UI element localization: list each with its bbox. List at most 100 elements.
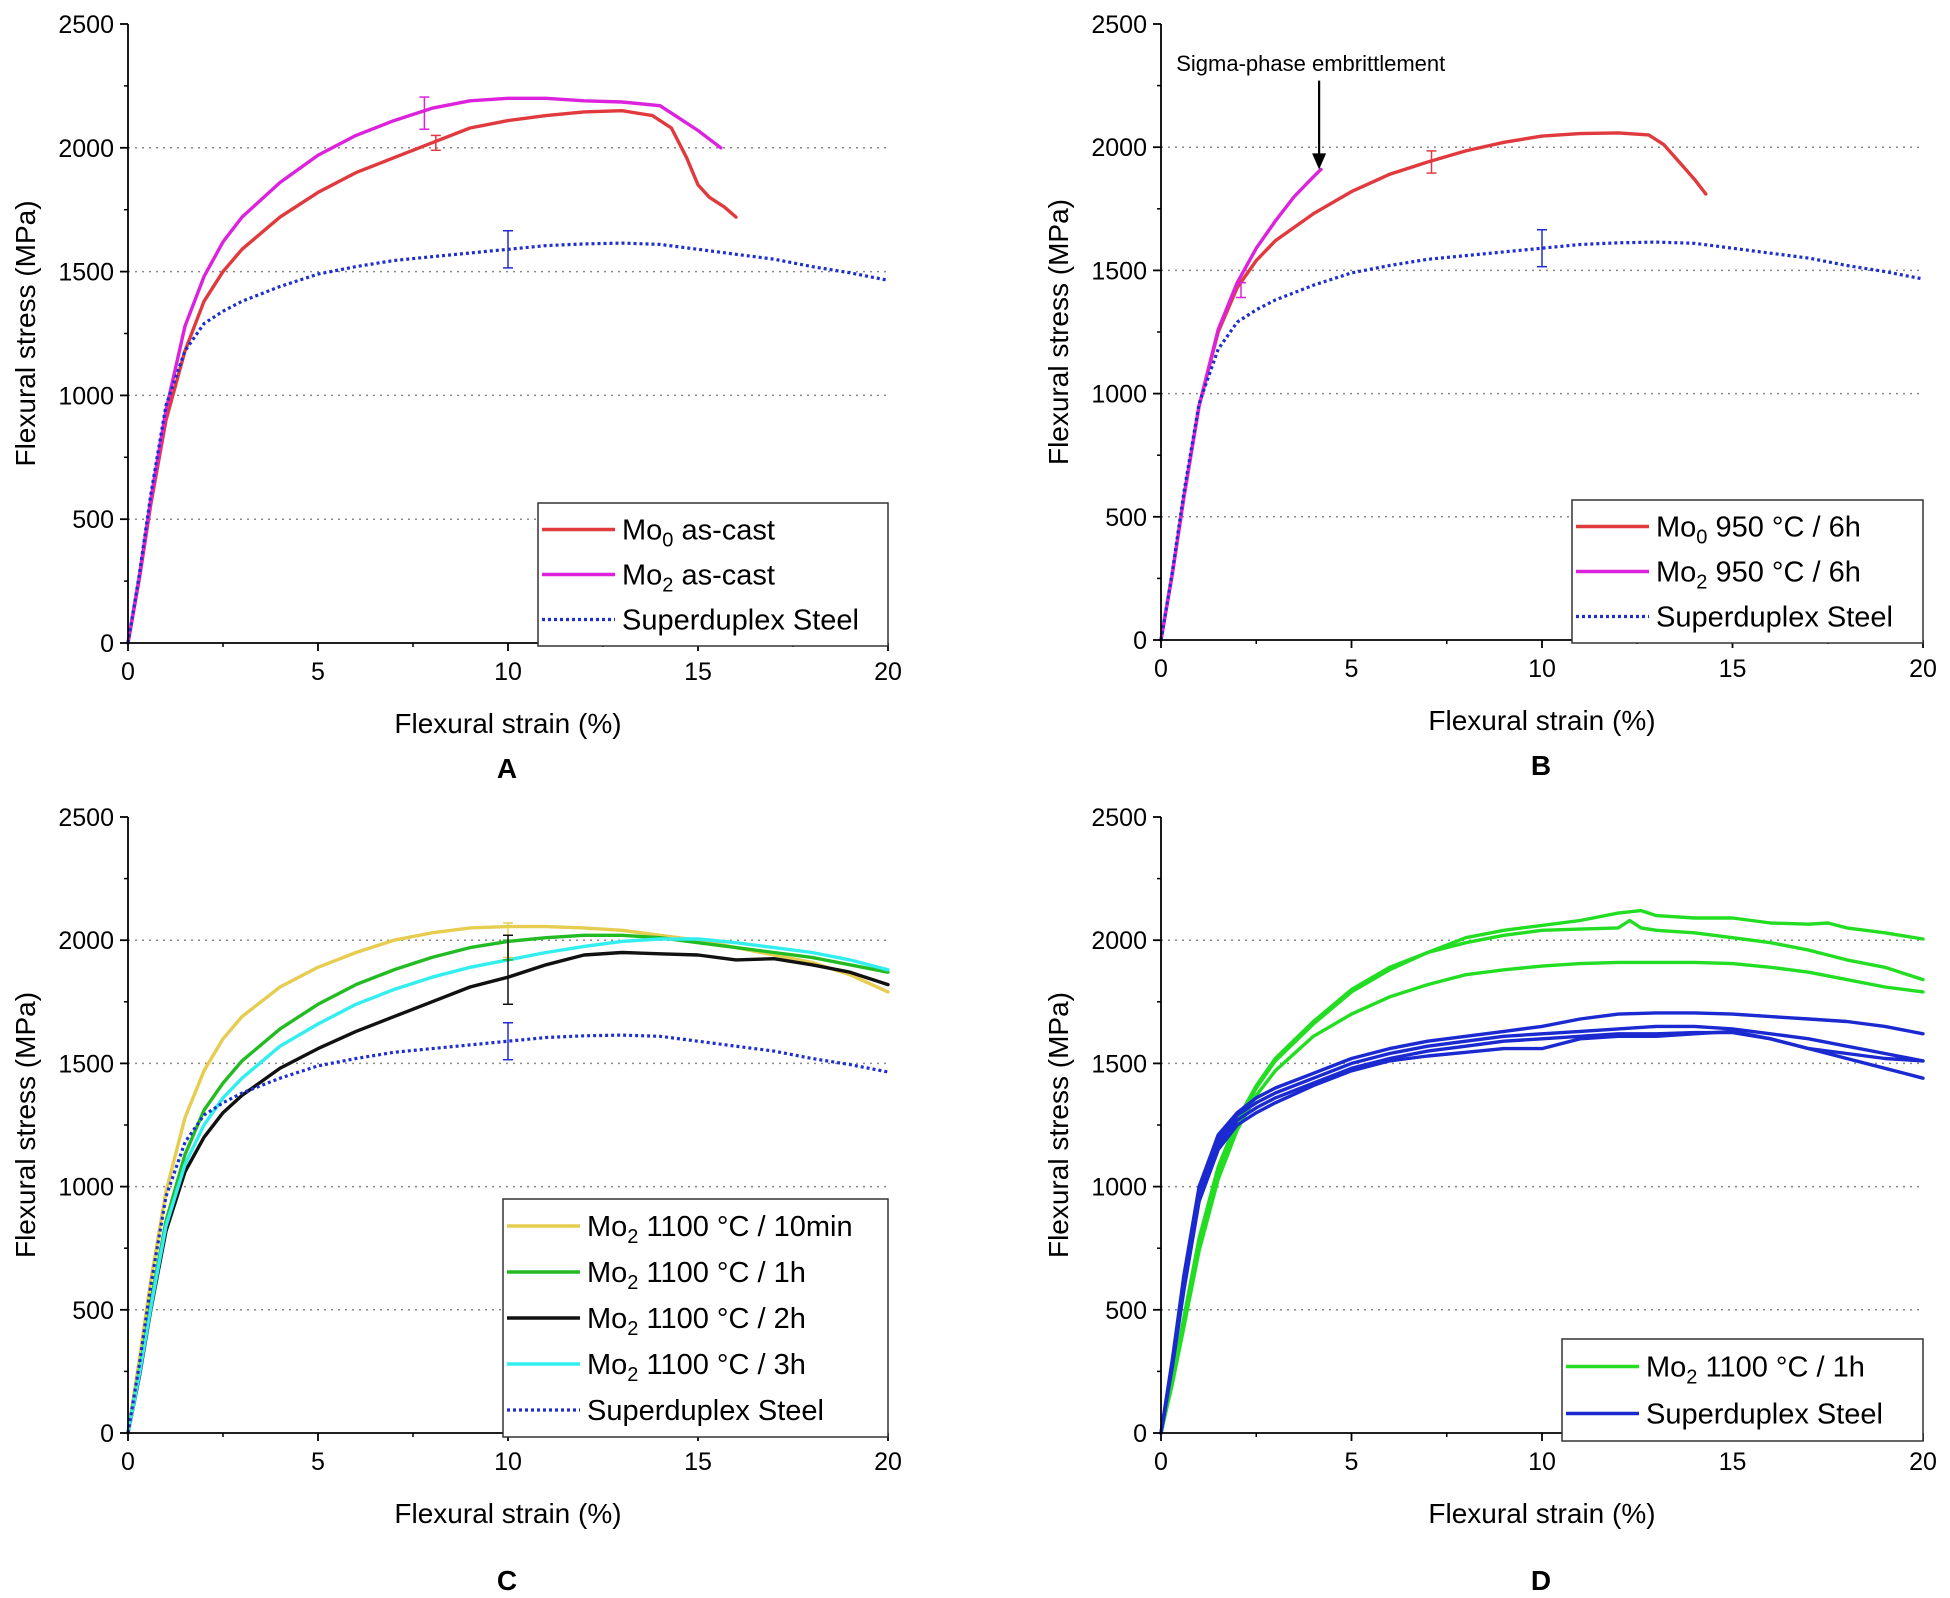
x-tick-label: 5 xyxy=(311,658,325,686)
series-line xyxy=(1159,167,1323,642)
legend-label-rest: 1100 °C / 1h xyxy=(1697,1352,1864,1384)
legend-label-rest: 1100 °C / 3h xyxy=(638,1349,805,1381)
x-tick-label: 10 xyxy=(1528,1448,1556,1476)
x-tick-label: 20 xyxy=(874,658,902,686)
panel-label: A xyxy=(497,753,517,784)
y-axis-title: Flexural stress (MPa) xyxy=(1043,199,1074,465)
x-axis-title: Flexural strain (%) xyxy=(1428,1498,1655,1529)
y-tick-label: 2000 xyxy=(1091,134,1147,162)
y-tick-label: 1000 xyxy=(1091,1174,1147,1202)
legend-label-subscript: 2 xyxy=(627,1272,638,1294)
legend-label-subscript: 2 xyxy=(627,1226,638,1248)
y-tick-label: 1500 xyxy=(58,259,114,287)
x-tick-label: 0 xyxy=(121,1448,135,1476)
legend: Mo2 1100 °C / 1h Superduplex Steel xyxy=(1561,1338,1924,1442)
legend-label-rest: 950 °C / 6h xyxy=(1707,557,1860,589)
series-line xyxy=(126,1033,889,1434)
series-line xyxy=(126,950,890,1435)
legend-label-rest: 1100 °C / 1h xyxy=(638,1257,805,1289)
series-line xyxy=(126,108,738,645)
x-tick-label: 10 xyxy=(494,658,522,686)
error-bar xyxy=(503,1021,513,1061)
series-line xyxy=(1159,908,1925,1435)
x-tick-label: 10 xyxy=(494,1448,522,1476)
x-tick-label: 15 xyxy=(1719,655,1747,683)
y-tick-label: 1000 xyxy=(58,382,114,410)
legend-label: Superduplex Steel xyxy=(1646,1399,1883,1431)
y-tick-label: 2500 xyxy=(58,804,114,832)
x-axis-title: Flexural strain (%) xyxy=(394,1498,621,1529)
y-tick-label: 2000 xyxy=(58,927,114,955)
annotation-text: Sigma-phase embrittlement xyxy=(1176,51,1445,76)
y-tick-label: 2500 xyxy=(58,11,114,39)
legend-label: Mo2 as-cast xyxy=(622,560,775,597)
series-line xyxy=(1159,1024,1925,1435)
x-tick-label: 5 xyxy=(311,1448,325,1476)
panel-label: C xyxy=(497,1565,517,1596)
error-bar xyxy=(503,934,513,1006)
legend-label-rest: as-cast xyxy=(673,515,775,547)
legend-label: Superduplex Steel xyxy=(1656,602,1893,634)
legend-label-main: Mo xyxy=(1646,1352,1686,1384)
legend-label: Mo2 1100 °C / 1h xyxy=(1646,1352,1865,1389)
series-line xyxy=(1159,918,1925,1435)
panel-D: 0 500 1000 1500 2000 2500 0 5 10 15 20 Flexural str… xyxy=(1043,804,1937,1596)
y-tick-label: 2500 xyxy=(1091,11,1147,39)
x-tick-label: 5 xyxy=(1345,655,1359,683)
legend-label: Mo2 1100 °C / 3h xyxy=(587,1349,806,1386)
legend-label-rest: 950 °C / 6h xyxy=(1707,512,1860,544)
legend-label-subscript: 2 xyxy=(1686,1367,1697,1389)
panel-A: 0 500 1000 1500 2000 2500 0 5 10 15 20 Flexural str… xyxy=(10,11,902,784)
error-bar xyxy=(1426,150,1437,174)
y-axis-title: Flexural stress (MPa) xyxy=(10,200,41,466)
y-tick-label: 1000 xyxy=(58,1174,114,1202)
error-bar xyxy=(1537,228,1547,268)
y-tick-label: 500 xyxy=(72,506,114,534)
series-line xyxy=(126,96,723,645)
y-tick-label: 0 xyxy=(100,630,114,658)
legend-label: Mo0 950 °C / 6h xyxy=(1656,512,1861,549)
series-line xyxy=(1159,1011,1925,1435)
legend-label-main: Mo xyxy=(587,1257,627,1289)
legend-label-main: Superduplex Steel xyxy=(1656,602,1893,634)
legend-label-main: Mo xyxy=(622,560,662,592)
x-axis-title: Flexural strain (%) xyxy=(394,708,621,739)
legend-label-rest: as-cast xyxy=(673,560,775,592)
legend-label-main: Superduplex Steel xyxy=(1646,1399,1883,1431)
y-tick-label: 0 xyxy=(1133,1420,1147,1448)
y-tick-label: 0 xyxy=(100,1420,114,1448)
y-tick-label: 1500 xyxy=(58,1050,114,1078)
x-axis-title: Flexural strain (%) xyxy=(1428,705,1655,736)
legend-label-subscript: 2 xyxy=(662,575,673,597)
legend-label-main: Superduplex Steel xyxy=(622,605,859,637)
legend-label-subscript: 0 xyxy=(662,530,673,552)
y-tick-label: 0 xyxy=(1133,627,1147,655)
legend-label-main: Superduplex Steel xyxy=(587,1395,824,1427)
legend-label: Mo2 950 °C / 6h xyxy=(1656,557,1861,594)
y-tick-label: 500 xyxy=(1105,1297,1147,1325)
y-tick-label: 500 xyxy=(1105,504,1147,532)
legend-label: Mo0 as-cast xyxy=(622,515,775,552)
y-tick-label: 1500 xyxy=(1091,257,1147,285)
error-bar xyxy=(419,96,430,130)
series-line xyxy=(126,933,890,1435)
y-axis-title: Flexural stress (MPa) xyxy=(10,992,41,1258)
legend-label-rest: 1100 °C / 2h xyxy=(638,1303,805,1335)
legend-label: Mo2 1100 °C / 10min xyxy=(587,1211,853,1248)
y-tick-label: 1500 xyxy=(1091,1050,1147,1078)
annotation-arrow-head xyxy=(1312,153,1327,170)
legend-label-main: Mo xyxy=(622,515,662,547)
legend-label: Superduplex Steel xyxy=(622,605,859,637)
x-tick-label: 15 xyxy=(684,658,712,686)
series-line xyxy=(126,937,890,1435)
legend-box xyxy=(1561,1338,1924,1442)
x-tick-label: 10 xyxy=(1528,655,1556,683)
y-tick-label: 2000 xyxy=(58,135,114,163)
legend-label-subscript: 2 xyxy=(1696,572,1707,594)
legend-label: Superduplex Steel xyxy=(587,1395,824,1427)
legend-label-main: Mo xyxy=(587,1303,627,1335)
legend-label-main: Mo xyxy=(587,1211,627,1243)
